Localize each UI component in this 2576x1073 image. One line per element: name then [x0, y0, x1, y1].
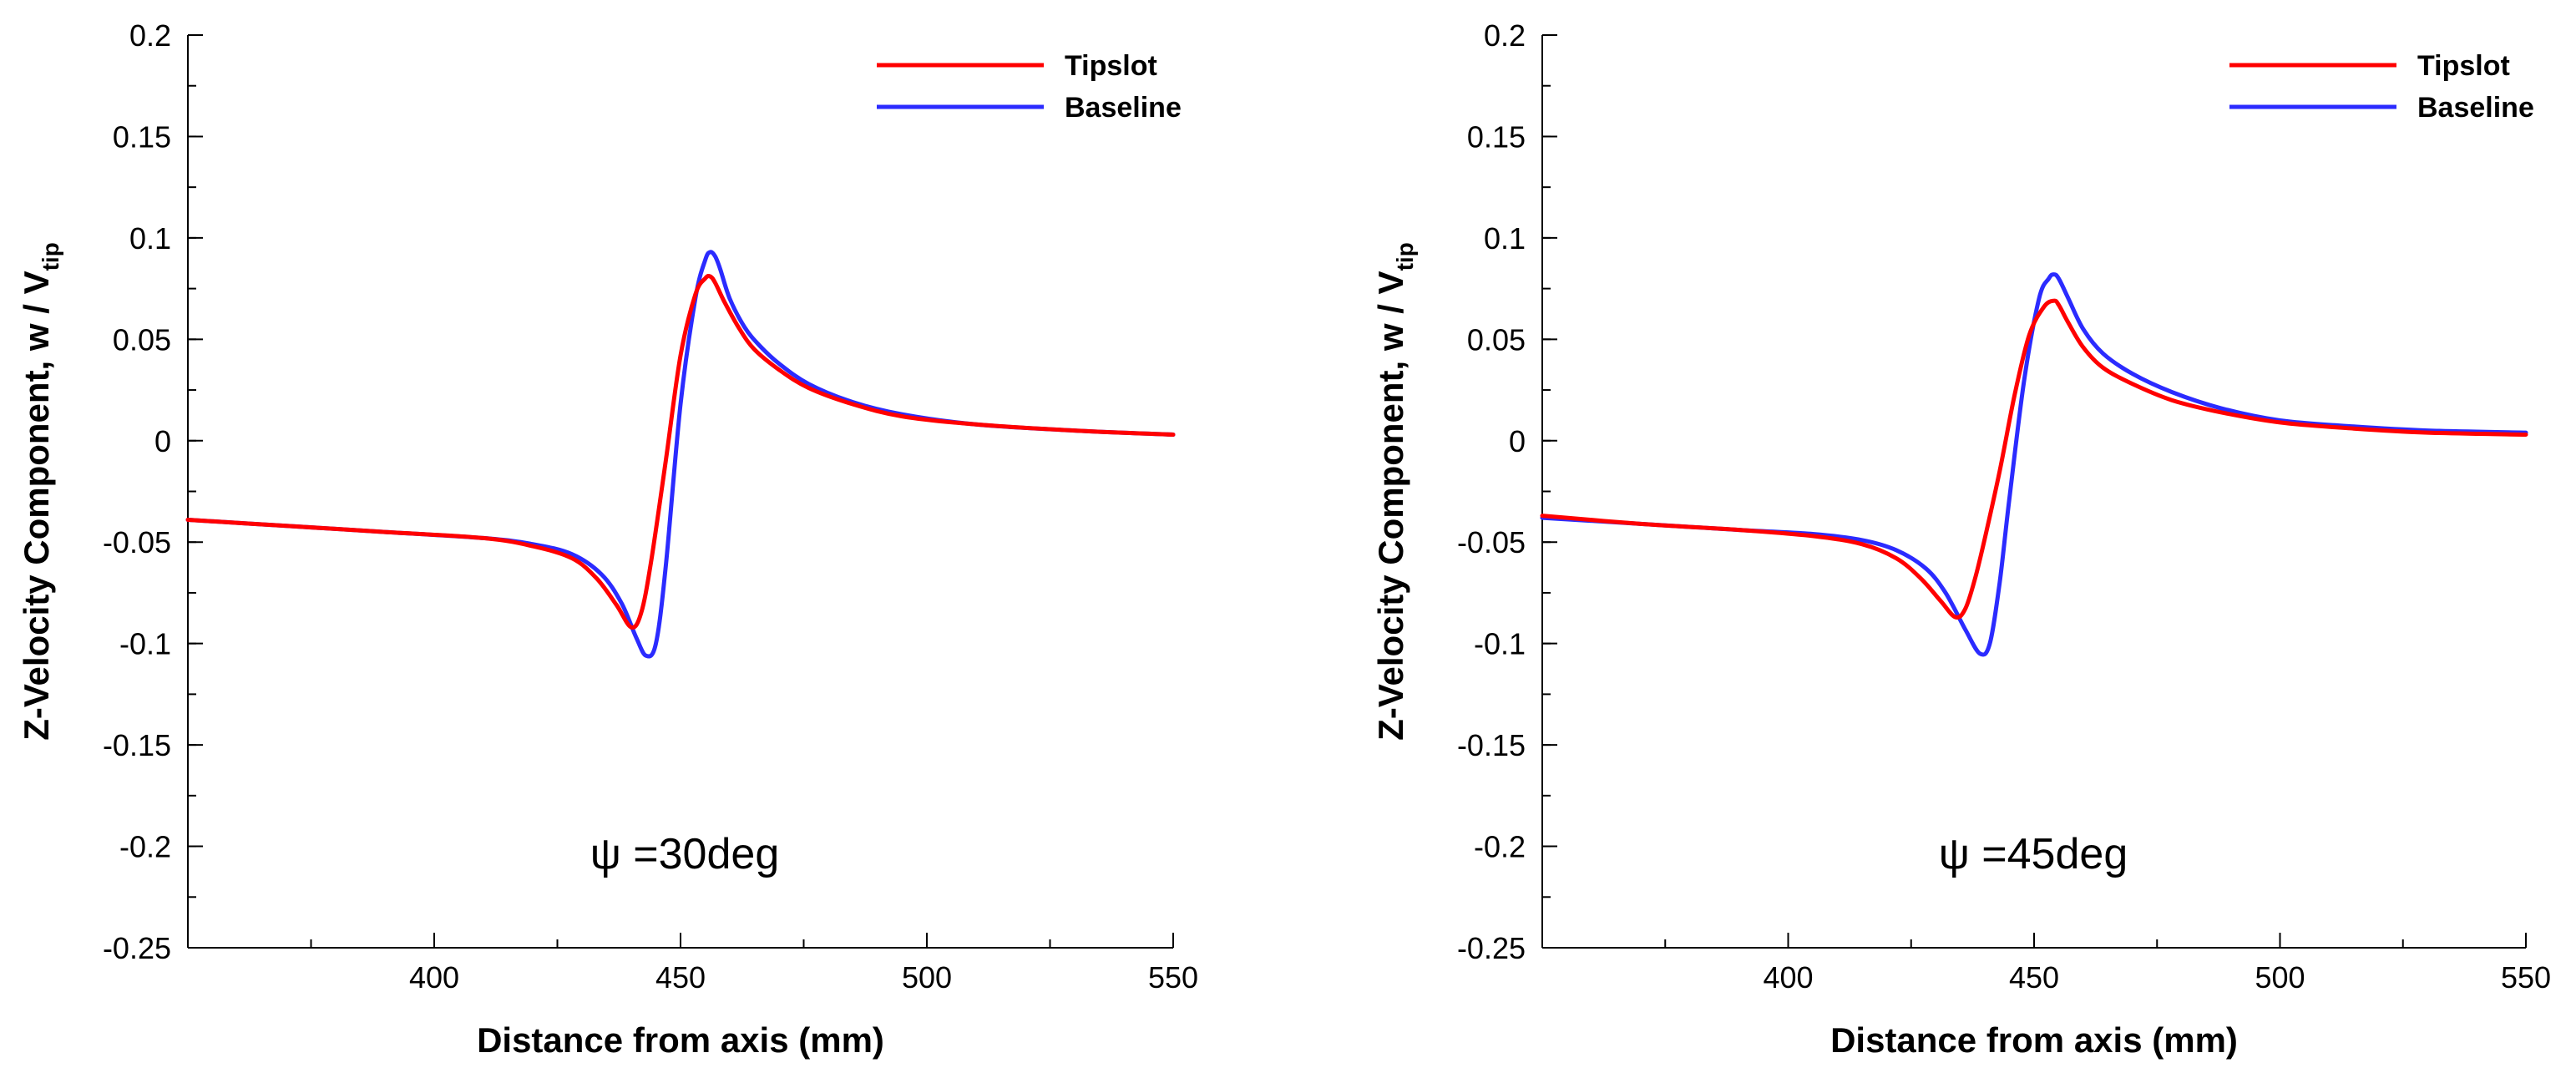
- chart-panel-2: 0.2 0.15 0.1 0.05 0 -0.05 -0.1 -0.15 -0.2 -0.25 40…: [1371, 18, 2551, 1060]
- x-tick-label: 500: [902, 960, 952, 995]
- x-tick-label: 450: [655, 960, 706, 995]
- series-line-tipslot: [1540, 298, 2528, 620]
- x-tick-label: 400: [1763, 960, 1813, 995]
- y-axis-title: Z-Velocity Component, w / Vtip: [1371, 242, 1418, 741]
- series-line-tipslot: [185, 273, 1176, 630]
- y-tick-label: 0: [154, 424, 171, 458]
- x-tick-label: 500: [2255, 960, 2305, 995]
- x-tick-label: 550: [1148, 960, 1198, 995]
- y-tick-label: -0.1: [1474, 627, 1526, 661]
- y-tick-label: -0.25: [1457, 931, 1526, 965]
- y-tick-label: -0.25: [103, 931, 171, 965]
- series-line-baseline: [1540, 272, 2528, 657]
- y-axis-title: Z-Velocity Component, w / Vtip: [17, 242, 63, 741]
- x-axis-title: Distance from axis (mm): [1830, 1020, 2238, 1060]
- y-tick-label: -0.1: [119, 627, 171, 661]
- y-tick-label: -0.2: [119, 830, 171, 864]
- chart-panel-1: 0.2 0.15 0.1 0.05 0 -0.05 -0.1 -0.15 -0.2 -0.25 40…: [17, 18, 1198, 1060]
- x-tick-label: 450: [2009, 960, 2059, 995]
- y-tick-label: -0.15: [1457, 728, 1526, 762]
- legend-label-baseline: Baseline: [1065, 92, 1182, 124]
- x-tick-label: 400: [409, 960, 459, 995]
- y-tick-label: 0.15: [113, 119, 171, 154]
- psi-annotation: ψ =30deg: [590, 830, 779, 878]
- legend-label-tipslot: Tipslot: [2417, 50, 2510, 82]
- y-tick-label: 0.05: [113, 322, 171, 357]
- x-tick-label: 550: [2501, 960, 2551, 995]
- y-tick-label: 0.2: [129, 18, 171, 53]
- y-tick-label: 0.2: [1484, 18, 1526, 53]
- psi-annotation: ψ =45deg: [1939, 830, 2128, 878]
- y-tick-label: 0.1: [1484, 221, 1526, 256]
- y-tick-label: 0.05: [1467, 322, 1526, 357]
- x-axis-title: Distance from axis (mm): [477, 1020, 884, 1060]
- y-tick-label: -0.2: [1474, 830, 1526, 864]
- y-tick-label: -0.05: [103, 525, 171, 559]
- y-tick-label: -0.15: [103, 728, 171, 762]
- legend-label-tipslot: Tipslot: [1065, 50, 1157, 82]
- legend-label-baseline: Baseline: [2417, 92, 2534, 124]
- y-tick-label: -0.05: [1457, 525, 1526, 559]
- series-line-baseline: [185, 250, 1176, 659]
- y-tick-label: 0.15: [1467, 119, 1526, 154]
- y-tick-label: 0: [1509, 424, 1526, 458]
- y-tick-label: 0.1: [129, 221, 171, 256]
